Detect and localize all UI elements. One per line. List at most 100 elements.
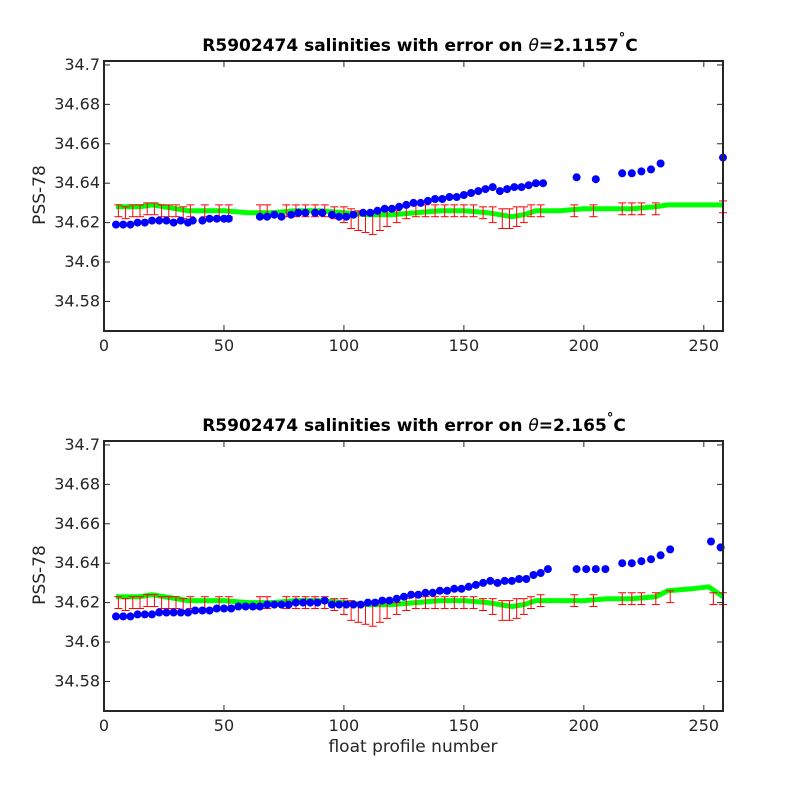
error-bar [651,592,660,606]
float-salinity-point [133,610,142,619]
float-salinity-point [313,598,322,607]
error-bar [135,204,144,218]
y-tick-label: 34.68 [54,94,100,113]
float-salinity-point [524,181,533,190]
float-salinity-point [284,600,293,609]
error-bar [505,600,514,621]
error-bar [536,594,545,608]
top-plot-ticks: 0 50 100 150 200 250 34.58 34.6 34.62 34.64 34.66 3… [54,55,723,355]
x-tick-label: 100 [329,336,360,355]
float-salinity-point [507,576,516,585]
float-salinity-point [515,575,524,583]
error-bar [651,202,660,216]
float-salinity-point [176,216,185,225]
float-salinity-point [359,208,368,217]
error-bar [450,204,459,218]
float-salinity-point [234,602,243,611]
float-salinity-point [486,576,495,585]
float-salinity-point [392,594,401,603]
float-salinity-point [277,600,286,609]
error-bar [519,206,528,224]
float-salinity-point [205,214,214,223]
float-salinity-point [435,586,444,595]
error-bar [143,202,152,216]
float-salinity-point [407,590,416,599]
float-salinity-point [212,604,221,613]
error-bar [570,594,579,608]
error-bar [150,202,159,216]
float-salinity-point [500,576,509,585]
error-bar [627,202,636,216]
float-salinity-point [539,179,548,188]
float-salinity-point [445,193,454,201]
float-salinity-point [318,208,327,217]
float-salinity-point [126,220,135,229]
float-salinity-point [395,202,404,211]
error-bar [128,596,137,610]
float-salinity-point [488,183,497,192]
float-salinity-point [176,608,185,617]
float-salinity-point [198,216,207,225]
error-bar [637,592,646,606]
error-bar [637,202,646,216]
float-salinity-point [481,185,490,194]
float-salinity-point [637,557,646,566]
float-salinity-point [522,575,531,583]
error-bar [589,594,598,608]
float-salinity-point [666,545,675,554]
float-salinity-point [169,608,178,617]
x-tick-label: 200 [569,716,600,735]
float-salinity-point [385,596,394,605]
error-bar [114,204,123,218]
error-bar [709,592,718,606]
float-salinity-point [255,212,264,221]
error-bar [121,598,130,611]
error-bar [527,204,536,218]
float-salinity-point [517,183,526,192]
float-salinity-point [402,200,411,209]
float-salinity-point [536,569,545,577]
bottom-plot-marks [112,537,727,627]
float-salinity-point [591,175,600,184]
bottom-plot: R5902474 salinities with error on θ=2.16… [30,411,727,757]
float-salinity-point [493,578,502,587]
float-salinity-point [342,600,351,609]
float-salinity-point [126,612,135,621]
float-salinity-point [647,555,655,564]
float-salinity-point [241,602,250,611]
float-salinity-point [378,596,387,605]
float-salinity-point [618,559,627,568]
float-salinity-point [205,606,214,615]
x-tick-label: 50 [214,716,234,735]
x-tick-label: 250 [689,716,720,735]
top-plot-frame [103,60,724,332]
float-salinity-point [531,179,540,188]
float-salinity-point [529,571,538,579]
float-salinity-point [450,584,459,593]
error-bar [536,204,545,218]
error-bar [498,600,507,621]
error-bar [479,598,488,611]
float-salinity-point [188,216,197,225]
float-salinity-point [255,602,264,611]
float-salinity-point [148,610,156,619]
float-salinity-point [263,600,272,609]
error-bar [519,598,528,615]
float-salinity-point [479,578,488,587]
float-salinity-point [647,165,655,174]
float-salinity-point [399,592,408,601]
error-bar [440,596,449,610]
float-salinity-point [227,604,236,613]
float-salinity-point [133,218,142,227]
float-salinity-point [495,187,504,196]
float-salinity-point [656,551,665,560]
error-bar [512,206,521,228]
error-bar [121,206,130,220]
float-salinity-point [637,167,646,176]
float-salinity-point [572,173,581,182]
float-salinity-point [263,212,272,221]
float-salinity-point [212,214,221,223]
float-salinity-point [224,214,233,223]
error-bar [440,204,449,218]
